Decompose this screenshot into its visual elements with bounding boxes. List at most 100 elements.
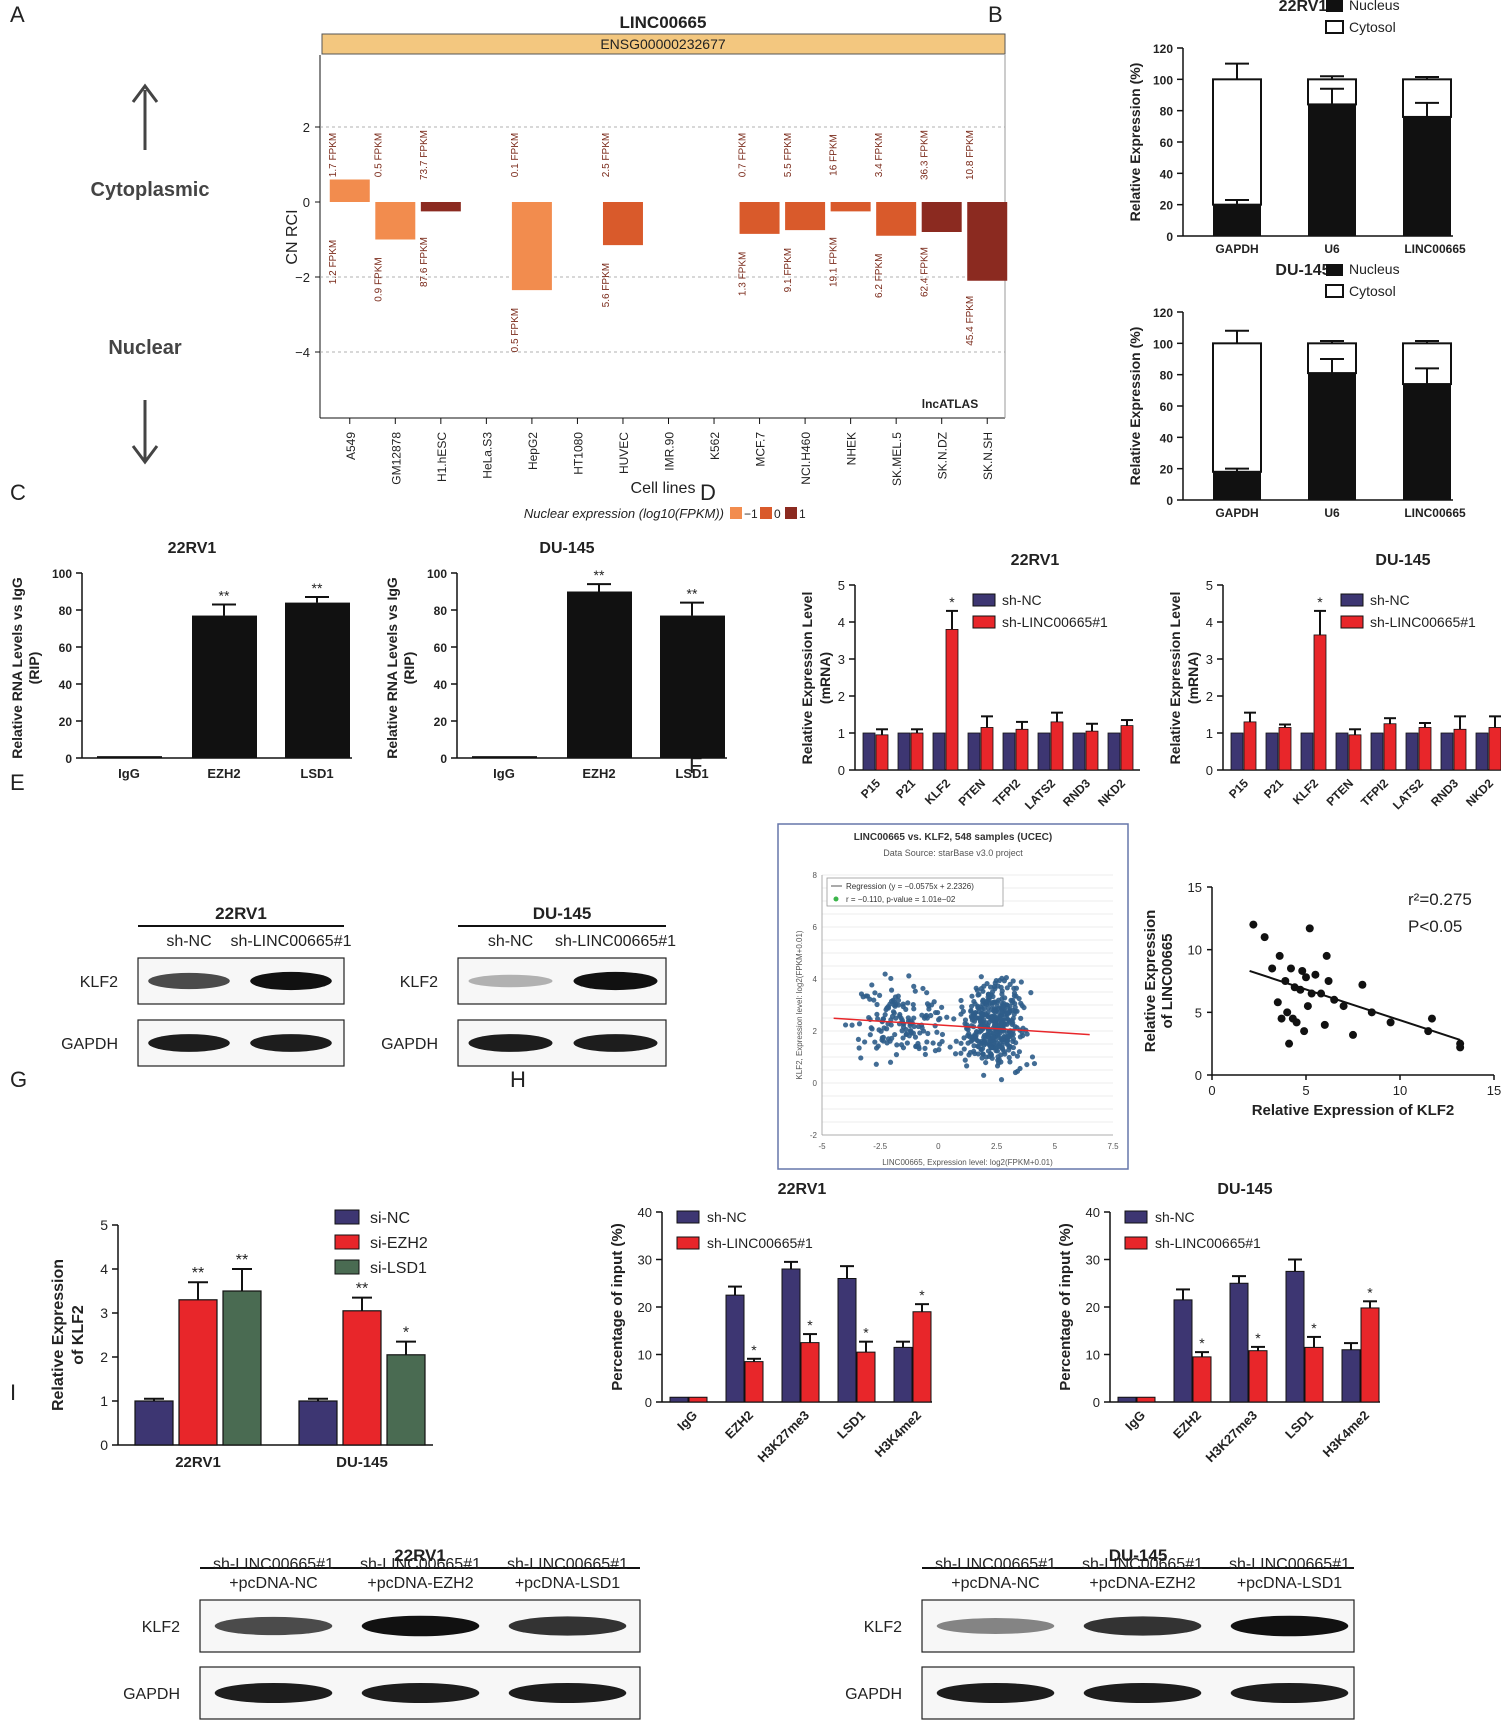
scatter-point (1007, 1059, 1013, 1065)
bar-EZH2 (192, 615, 257, 758)
x-tick-label: LATS2 (1390, 776, 1426, 812)
scatter-point (884, 1040, 890, 1046)
sh-nc-bar-EZH2 (725, 1294, 745, 1403)
significance-mark: * (949, 594, 955, 610)
x-tick-label: LINC00665 (1404, 242, 1466, 256)
scatter-point (979, 1006, 985, 1012)
scatter-point (860, 994, 866, 1000)
legend-label: Cytosol (1349, 283, 1396, 299)
scatter-point (881, 1025, 887, 1031)
cyto-fpkm-label: 10.8 FPKM (965, 130, 976, 180)
scatter-point (958, 1050, 964, 1056)
nucleus-bar-U6 (1308, 104, 1356, 237)
legend-title: Nuclear expression (log10(FPKM)) (524, 506, 724, 521)
sh-nc-bar-IgG (669, 1396, 689, 1403)
blot-row-label-GAPDH: GAPDH (123, 1686, 180, 1703)
sh-nc-bar-H3K27me3 (1229, 1282, 1249, 1403)
x-tick-label: GM12878 (389, 432, 403, 485)
x-tick-label: SK.MEL.5 (890, 432, 904, 486)
y-tick-label: 2 (813, 1027, 818, 1036)
y-tick-label: 2 (303, 120, 310, 135)
blot-row-label-GAPDH: GAPDH (61, 1036, 118, 1053)
y-tick-label: 40 (59, 678, 73, 692)
scatter-point (1303, 1002, 1312, 1011)
blot-band (936, 1618, 1055, 1634)
x-tick-label: 2.5 (991, 1142, 1003, 1151)
scatter-point (968, 1003, 975, 1009)
y-axis-label: Relative RNA Levels vs IgG (384, 577, 400, 759)
legend-swatch-si-NC (334, 1209, 360, 1225)
significance-mark: ** (594, 567, 605, 583)
scatter-point (1017, 1065, 1023, 1072)
x-tick-label: P15 (1226, 776, 1251, 801)
y-tick-label: 40 (1160, 167, 1174, 181)
cyto-fpkm-label: 1.7 FPKM (328, 133, 339, 177)
sh-nc-bar-EZH2 (1173, 1299, 1193, 1403)
lane-label: sh-LINC00665#1 (1082, 1556, 1203, 1573)
blot-band (573, 1034, 658, 1052)
x-tick-label: 0 (1208, 1083, 1215, 1098)
sh-linc-bar-P15 (875, 734, 889, 771)
significance-mark: * (751, 1342, 757, 1358)
y-axis-label: CN RCI (284, 209, 301, 264)
cyto-fpkm-label: 36.3 FPKM (920, 130, 931, 180)
scatter-point (1006, 1010, 1012, 1016)
scatter-point (998, 1052, 1004, 1058)
y-tick-label: 0 (1093, 1395, 1100, 1410)
x-tick-label: P21 (893, 776, 918, 801)
chart-title: 22RV1 (1011, 552, 1060, 569)
y-tick-label: 0 (645, 1395, 652, 1410)
scatter-point (928, 1012, 934, 1019)
x-tick-label: H3K4me2 (872, 1408, 925, 1461)
bar-LSD1 (285, 602, 350, 758)
significance-mark: * (919, 1287, 925, 1303)
scatter-point (1349, 1030, 1357, 1039)
y-tick-label: 0 (1166, 230, 1173, 244)
scatter-point (913, 1043, 919, 1050)
scatter-point (1004, 1016, 1011, 1022)
chart-title: DU-145 (1275, 262, 1330, 279)
legend-swatch-si-EZH2 (334, 1234, 360, 1250)
legend-swatch-sh-nc (1340, 593, 1364, 607)
cytosol-bar-GAPDH (1212, 342, 1262, 473)
scatter-point (1298, 966, 1307, 975)
y-tick-label: 40 (434, 678, 448, 692)
x-tick-label: EZH2 (207, 766, 240, 781)
y-tick-label: 5 (838, 578, 845, 593)
blot-band (250, 1034, 332, 1052)
y-tick-label: 60 (59, 641, 73, 655)
sh-linc-bar-P21 (910, 732, 924, 771)
scatter-point (873, 1061, 879, 1067)
x-tick-label: HT1080 (571, 432, 585, 475)
scatter-point (1292, 1018, 1301, 1027)
scatter-point (869, 982, 875, 988)
scatter-point (986, 1019, 992, 1025)
scatter-point (990, 1034, 996, 1040)
scatter-point (985, 994, 991, 1000)
scatter-points (842, 971, 1038, 1083)
scatter-point (999, 996, 1005, 1002)
y-tick-label: 40 (638, 1205, 652, 1220)
x-tick-label: IMR.90 (663, 432, 677, 471)
scatter-point (911, 1006, 917, 1012)
y-tick-label: −4 (295, 345, 310, 360)
x-tick-label: NKD2 (1095, 776, 1128, 809)
bar-si-EZH2-DU-145 (342, 1310, 382, 1446)
scatter-point (958, 1040, 964, 1046)
sh-nc-bar-NKD2 (1475, 732, 1489, 771)
lane-label: +pcDNA-LSD1 (515, 1575, 620, 1592)
scatter-point (1013, 1040, 1019, 1046)
scatter-point (1006, 1054, 1012, 1061)
blot-row-label-KLF2: KLF2 (864, 1619, 902, 1636)
y-tick-label: 20 (1160, 463, 1174, 477)
bar-si-NC-22RV1 (134, 1400, 174, 1446)
scatter-point (882, 1012, 888, 1018)
x-tick-label: 22RV1 (175, 1454, 221, 1471)
blot-cell-label: 22RV1 (215, 904, 267, 923)
x-tick-label: SK.N.SH (981, 432, 995, 480)
nuc-fpkm-label: 1.2 FPKM (328, 240, 339, 284)
scatter-point (992, 986, 998, 992)
scatter-point (932, 1048, 939, 1054)
lane-label: +pcDNA-NC (229, 1575, 317, 1592)
